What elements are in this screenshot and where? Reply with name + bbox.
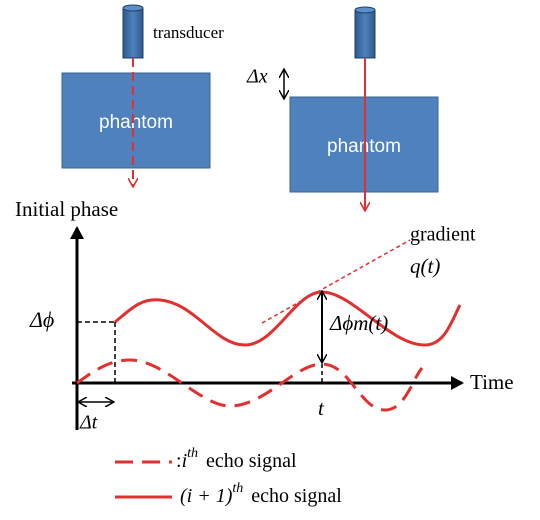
transducer-top [354, 6, 376, 14]
gradient-label: gradient [410, 224, 476, 246]
transducer-label: transducer [153, 23, 224, 42]
legend-base: i [182, 450, 188, 472]
gradient-symbol: q(t) [410, 254, 440, 278]
phantom-box [61, 72, 211, 169]
legend-text: echo signal [251, 485, 342, 507]
legend-prefix: : [176, 450, 182, 472]
legend-label: (i + 1)th echo signal [180, 481, 342, 506]
legend-label: :ith echo signal [176, 446, 297, 471]
legend-sup: th [187, 446, 198, 461]
transducer-top [122, 4, 144, 12]
transducer [354, 9, 376, 59]
delta-phi-m-label: Δϕm(t) [329, 311, 388, 335]
tangent-line [261, 239, 411, 324]
delta-phi-label: Δϕ [29, 307, 54, 332]
delta-t-label: Δt [79, 412, 98, 434]
y-axis-label: Initial phase [15, 197, 118, 221]
dashed-curve [76, 358, 424, 412]
solid-curve [114, 290, 462, 347]
t-label: t [318, 396, 325, 420]
delta-x-label: Δx [246, 66, 268, 88]
phantom-label: phantom [99, 112, 173, 133]
legend-text: echo signal [206, 450, 297, 472]
transducer [122, 7, 144, 59]
legend-base: (i + 1) [180, 485, 233, 507]
legend-sup: th [232, 481, 243, 496]
x-axis-label: Time [470, 370, 514, 394]
